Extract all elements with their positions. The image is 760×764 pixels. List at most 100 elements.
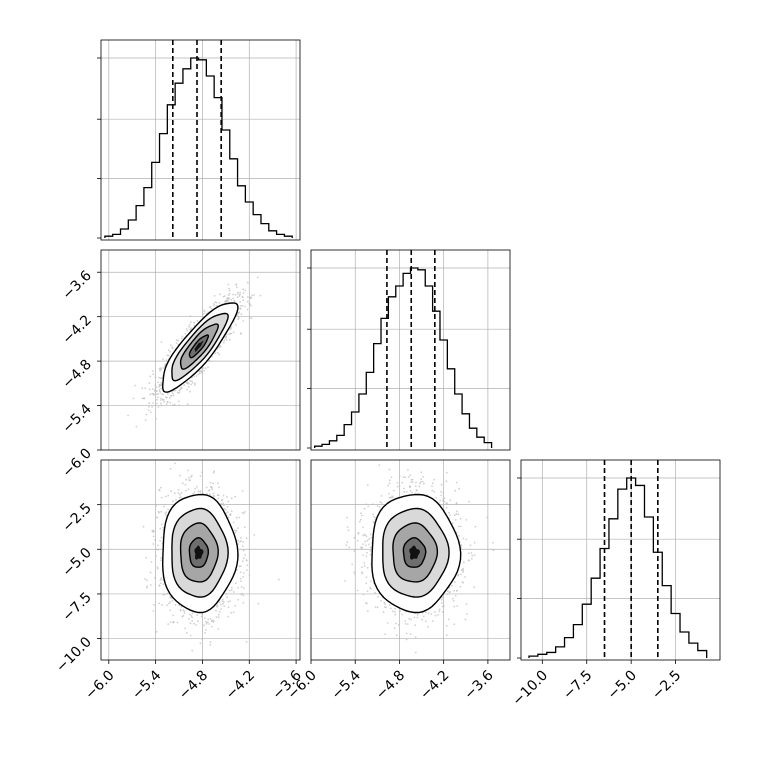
scatter-point [158,377,160,379]
scatter-point [404,620,406,622]
scatter-point [172,393,174,395]
scatter-point [223,508,225,510]
scatter-point [188,326,190,328]
scatter-point [183,384,185,386]
scatter-point [228,288,230,290]
scatter-point [219,611,221,613]
scatter-point [434,611,436,613]
scatter-point [191,616,193,618]
scatter-point [240,308,242,310]
scatter-point [170,395,172,397]
scatter-point [167,623,169,625]
scatter-point [230,299,232,301]
scatter-point [421,471,423,473]
scatter-point [224,340,226,342]
scatter-point [174,404,176,406]
scatter-point [217,352,219,354]
scatter-point [152,373,154,375]
scatter-point [215,353,217,355]
scatter-point [160,369,162,371]
scatter-point [454,490,456,492]
scatter-point [201,471,203,473]
scatter-point [233,522,235,524]
scatter-point [240,580,242,582]
histogram-panel-0 [97,40,300,240]
scatter-point [174,463,176,465]
scatter-point [157,545,159,547]
scatter-point [239,301,241,303]
scatter-point [182,335,184,337]
scatter-point [161,604,163,606]
scatter-point [230,612,232,614]
scatter-point [159,384,161,386]
scatter-point [127,415,129,417]
scatter-point [156,399,158,401]
scatter-point [175,499,177,501]
scatter-point [161,497,163,499]
scatter-point [249,317,251,319]
scatter-point [236,517,238,519]
scatter-point [178,489,180,491]
scatter-point [249,574,251,576]
scatter-point [223,495,225,497]
scatter-point [150,584,152,586]
scatter-point [228,294,230,296]
scatter-point [167,401,169,403]
scatter-point [249,303,251,305]
scatter-point [234,529,236,531]
scatter-point [179,494,181,496]
scatter-point [170,490,172,492]
scatter-point [165,496,167,498]
scatter-point [154,577,156,579]
scatter-point [191,380,193,382]
scatter-point [201,639,203,641]
scatter-point [233,612,235,614]
scatter-point [250,297,252,299]
scatter-point [162,367,164,369]
scatter-point [229,290,231,292]
scatter-point [186,330,188,332]
scatter-point [217,482,219,484]
scatter-point [220,608,222,610]
scatter-point [187,403,189,405]
scatter-point [232,298,234,300]
scatter-point [452,522,454,524]
scatter-point [148,409,150,411]
scatter-point [191,650,193,652]
scatter-point [168,355,170,357]
scatter-point [211,487,213,489]
scatter-point [159,540,161,542]
scatter-point [204,617,206,619]
scatter-point [164,513,166,515]
scatter-point [158,386,160,388]
scatter-point [156,403,158,405]
scatter-point [197,320,199,322]
scatter-point [189,614,191,616]
scatter-point [206,623,208,625]
scatter-point [242,320,244,322]
scatter-point [195,624,197,626]
scatter-point [148,402,150,404]
scatter-point [247,282,249,284]
scatter-point [157,568,159,570]
scatter-point [227,601,229,603]
scatter-point [216,616,218,618]
scatter-point [231,497,233,499]
scatter-point [186,632,188,634]
scatter-point [210,482,212,484]
histogram-panel-1 [307,250,510,450]
scatter-point [178,401,180,403]
scatter-point [217,494,219,496]
scatter-point [150,572,152,574]
scatter-point [134,385,136,387]
scatter-point [242,299,244,301]
scatter-point [365,503,367,505]
scatter-point [203,624,205,626]
scatter-point [205,621,207,623]
scatter-point [200,490,202,492]
scatter-point [198,374,200,376]
scatter-point [149,382,151,384]
scatter-point [169,351,171,353]
scatter-point [231,589,233,591]
scatter-point [229,329,231,331]
